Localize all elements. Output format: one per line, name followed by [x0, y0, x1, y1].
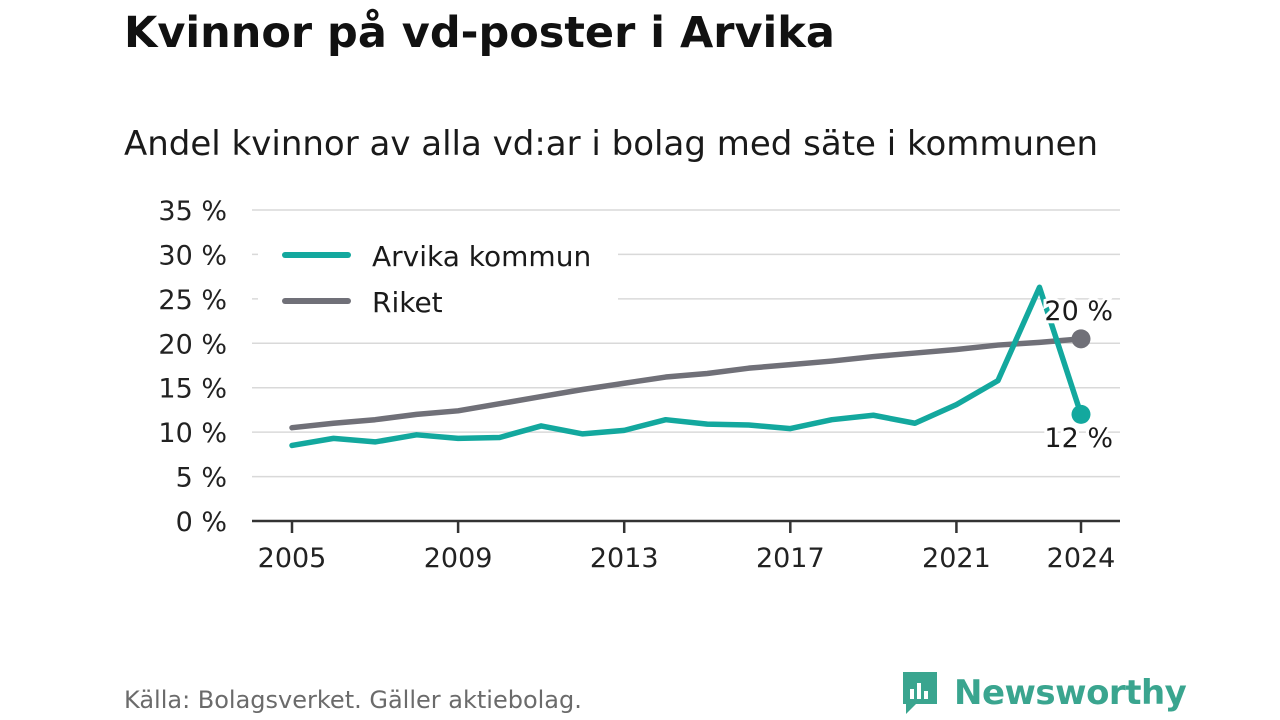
- line-chart: 0 %5 %10 %15 %20 %25 %30 %35 % 2005 2009 2…: [158, 196, 1120, 574]
- series-line-arvika: [289, 284, 1084, 449]
- x-tick-label: 2013: [590, 543, 659, 574]
- chart-subtitle: Andel kvinnor av alla vd:ar i bolag med …: [124, 124, 1099, 164]
- x-axis: 2005 2009 2013 2017 2021 2024: [252, 519, 1120, 574]
- y-tick-label: 5 %: [176, 463, 227, 494]
- end-labels: 20 % 12 %: [1041, 293, 1116, 457]
- chart-title: Kvinnor på vd-poster i Arvika: [124, 8, 835, 58]
- y-tick-label: 0 %: [176, 507, 227, 538]
- newsworthy-logo-icon: [903, 672, 937, 714]
- legend-background: [258, 230, 618, 326]
- y-axis-ticks: 0 % 5 % 10 % 15 % 20 % 25 % 30 % 35 %: [158, 196, 227, 538]
- end-label-riket: 20 %: [1044, 296, 1113, 327]
- legend-label: Riket: [372, 286, 443, 319]
- x-tick-label: 2005: [258, 543, 327, 574]
- y-tick-label: 15 %: [158, 374, 227, 405]
- brand-name: Newsworthy: [954, 673, 1187, 713]
- end-point-arvika: [1071, 404, 1091, 424]
- x-tick-label: 2009: [424, 543, 493, 574]
- brand-logo[interactable]: Newsworthy: [900, 668, 1187, 718]
- y-tick-label: 25 %: [158, 285, 227, 316]
- series-line-riket: [289, 336, 1084, 431]
- y-tick-label: 30 %: [158, 240, 227, 271]
- legend: Arvika kommun Riket: [258, 230, 618, 326]
- end-label-arvika: 12 %: [1044, 423, 1113, 454]
- y-tick-label: 10 %: [158, 418, 227, 449]
- x-tick-label: 2021: [922, 543, 991, 574]
- x-tick-label: 2024: [1047, 543, 1116, 574]
- series-lines: [289, 284, 1091, 449]
- y-tick-label: 35 %: [158, 196, 227, 227]
- end-point-riket: [1071, 329, 1091, 349]
- y-tick-label: 20 %: [158, 329, 227, 360]
- legend-label: Arvika kommun: [372, 240, 591, 273]
- x-tick-label: 2017: [756, 543, 825, 574]
- source-note: Källa: Bolagsverket. Gäller aktiebolag.: [124, 686, 582, 714]
